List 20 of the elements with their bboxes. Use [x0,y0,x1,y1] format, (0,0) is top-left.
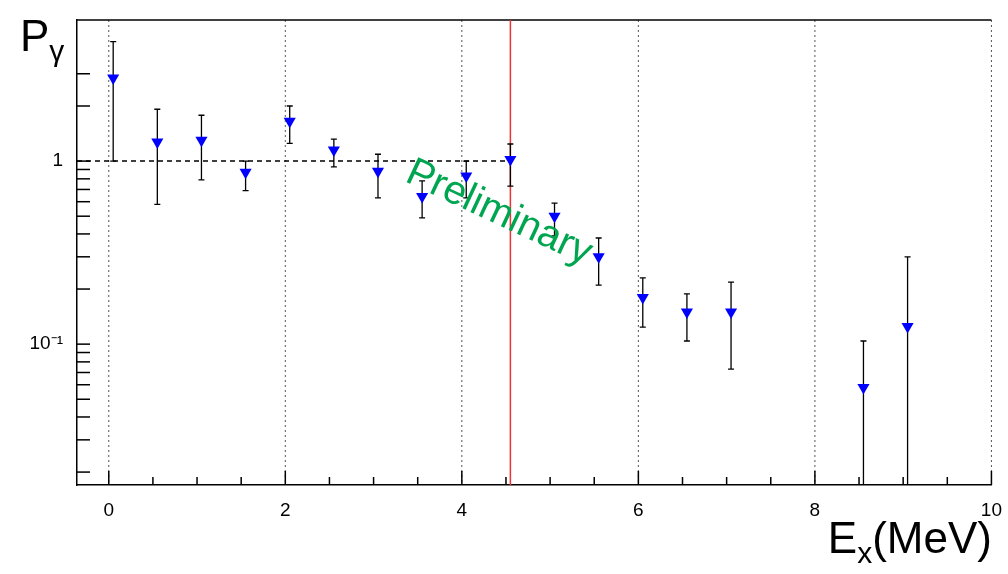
point [371,167,385,179]
x-tick-label: 8 [809,498,821,520]
x-tick-label: 2 [280,498,291,520]
point [195,136,208,148]
y-tick-label: 10⁻¹ [29,332,63,354]
point [327,146,340,157]
point [283,117,296,129]
point [636,293,649,305]
point [680,308,693,319]
x-tick-label: 4 [456,498,468,520]
point [724,308,738,319]
point [107,74,120,86]
point [857,383,870,395]
point [151,138,164,150]
y-tick-label: 1 [52,149,63,171]
x-tick-label: 0 [103,498,115,520]
point [239,168,252,180]
x-tick-label: 6 [633,498,644,520]
point [901,322,914,334]
y-axis-title: P$_{γ}$ [20,11,65,67]
